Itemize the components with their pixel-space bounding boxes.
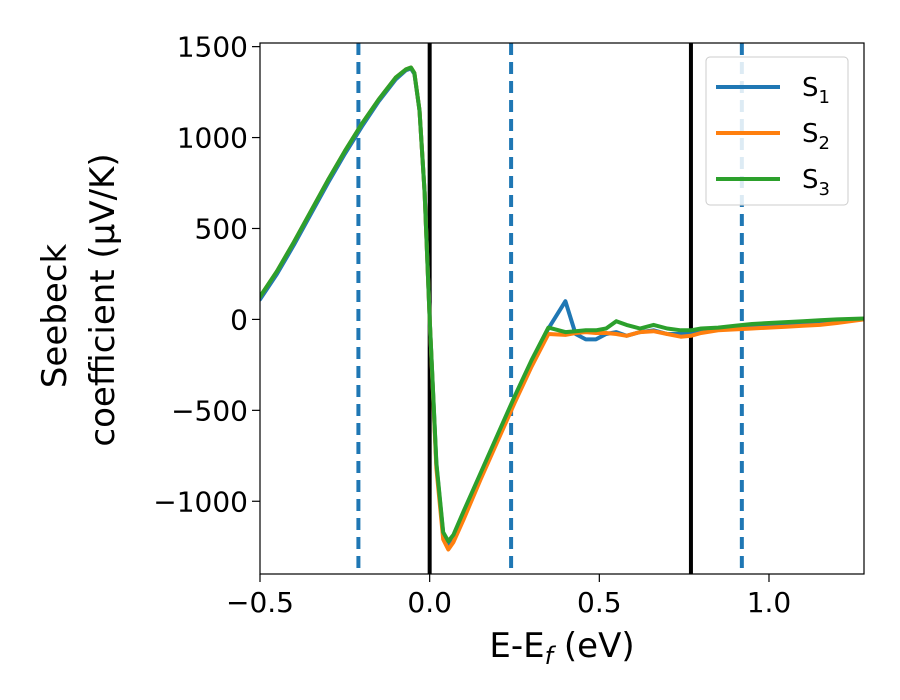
legend-items: S1 S2 S3 <box>716 73 830 200</box>
y-tick-label: −500 <box>171 394 248 427</box>
legend: S1 S2 S3 <box>705 56 849 206</box>
y-ticks: −1000 −500 0 500 1000 1500 <box>153 31 260 518</box>
x-tick-label: −0.5 <box>226 586 294 619</box>
y-axis-title-line2: coefficient (μV/K) <box>83 153 123 446</box>
x-tick-label: 0.5 <box>577 586 622 619</box>
series-lines <box>260 65 864 552</box>
legend-label-s3: S3 <box>802 165 830 200</box>
x-tick-label: 1.0 <box>747 586 792 619</box>
vertical-reference-lines <box>356 43 744 574</box>
x-tick-label: 0.0 <box>407 586 452 619</box>
y-tick-label: −1000 <box>153 485 248 518</box>
series-line-s3 <box>260 65 864 544</box>
legend-label-s1: S1 <box>802 73 830 108</box>
y-tick-label: 1500 <box>177 31 248 64</box>
y-axis-title-line1: Seebeck <box>35 244 75 389</box>
y-tick-label: 500 <box>195 212 248 245</box>
x-ticks: −0.5 0.0 0.5 1.0 <box>226 574 791 619</box>
plot-frame <box>259 42 865 575</box>
legend-label-s2: S2 <box>802 119 830 154</box>
x-axis-title: E-Ef (eV) <box>489 626 634 670</box>
y-tick-label: 0 <box>230 303 248 336</box>
y-tick-label: 1000 <box>177 122 248 155</box>
